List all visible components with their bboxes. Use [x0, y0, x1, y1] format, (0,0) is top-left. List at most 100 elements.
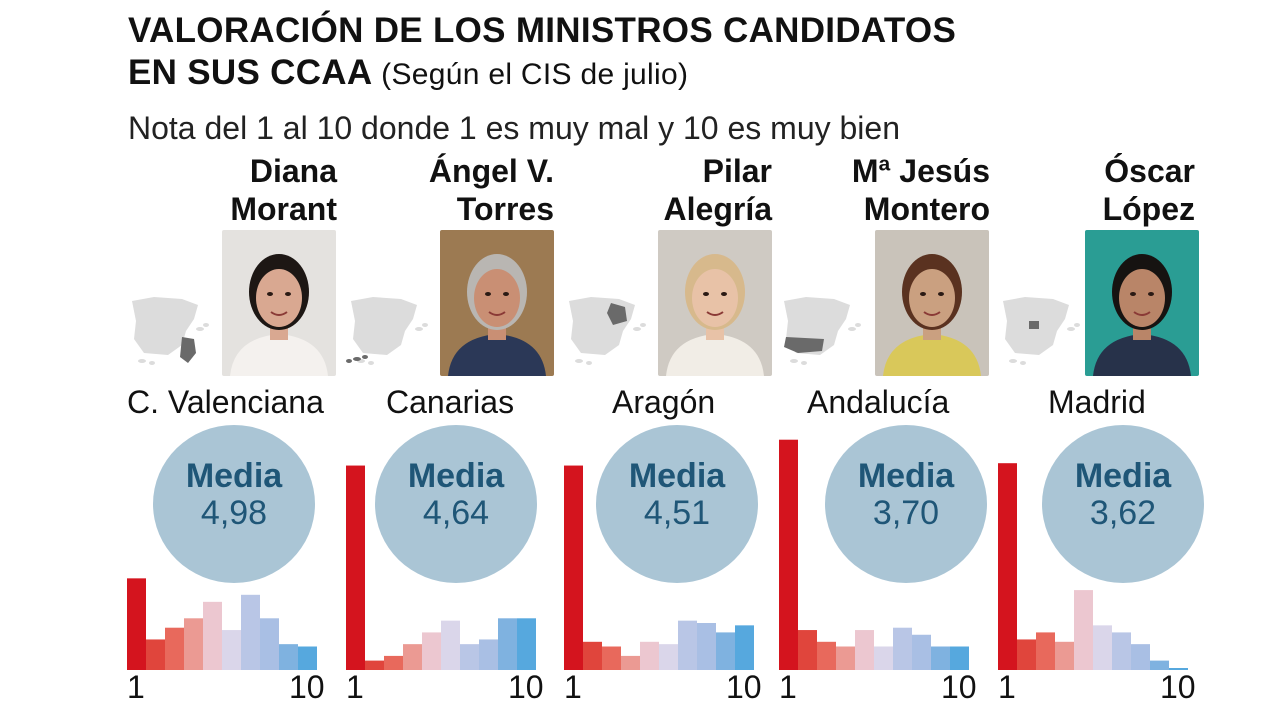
- axis-min-label: 1: [127, 669, 145, 705]
- candidate-name-line-2: Montero: [863, 191, 990, 227]
- histogram-bar-6: [222, 630, 241, 670]
- candidate-panel: Mª Jesús Montero Andalucía: [779, 150, 997, 720]
- title-line-2: EN SUS CCAA: [128, 53, 372, 92]
- candidate-panel: Ángel V. Torres Canarias: [346, 150, 564, 720]
- mean-value: 4,98: [200, 494, 268, 532]
- mean-bubble: Media 3,62: [1042, 425, 1204, 583]
- portrait-photo: [1085, 230, 1199, 376]
- histogram-bar-3: [817, 641, 836, 670]
- axis-max-label: 10: [508, 669, 544, 705]
- region-label: Andalucía: [807, 384, 950, 420]
- mean-label: Media: [628, 457, 726, 495]
- spain-map-icon: [1003, 297, 1080, 365]
- histogram-bar-2: [1017, 639, 1036, 670]
- histogram-bar-5: [855, 630, 874, 670]
- spain-map-icon: [132, 297, 209, 365]
- chart-title: VALORACIÓN DE LOS MINISTROS CANDIDATOS E…: [128, 10, 956, 96]
- candidate-name-line-1: Óscar: [1104, 153, 1195, 189]
- histogram-bar-4: [836, 646, 855, 670]
- axis-min-label: 1: [564, 669, 582, 705]
- region-label: Aragón: [612, 384, 716, 420]
- rating-histogram: [564, 465, 754, 670]
- candidate-name-line-1: Ángel V.: [428, 153, 554, 189]
- candidate-panel: Óscar López Madrid Me: [998, 150, 1216, 720]
- histogram-bar-8: [479, 639, 498, 670]
- spain-map-icon: [569, 297, 646, 365]
- axis-max-label: 10: [1160, 669, 1196, 705]
- histogram-bar-4: [621, 655, 640, 670]
- axis-min-label: 1: [998, 669, 1016, 705]
- histogram-bar-2: [146, 639, 165, 670]
- histogram-bar-2: [365, 660, 384, 670]
- portrait-photo: [222, 230, 336, 376]
- histogram-bar-9: [279, 644, 298, 670]
- mean-label: Media: [185, 457, 283, 495]
- mean-label: Media: [1074, 457, 1172, 495]
- region-label: Canarias: [386, 384, 515, 420]
- mean-label: Media: [407, 457, 505, 495]
- mean-value: 3,70: [872, 494, 940, 532]
- histogram-bar-8: [912, 634, 931, 670]
- rating-histogram: [346, 465, 536, 670]
- candidate-panel: Pilar Alegría Aragón: [564, 150, 782, 720]
- histogram-bar-3: [1036, 632, 1055, 670]
- candidate-name-line-2: Morant: [230, 191, 337, 227]
- histogram-bar-10: [298, 646, 317, 670]
- histogram-bar-5: [203, 601, 222, 670]
- axis-min-label: 1: [346, 669, 364, 705]
- mean-value: 4,64: [422, 494, 490, 532]
- candidate-name-line-1: Pilar: [702, 153, 772, 189]
- region-label: C. Valenciana: [127, 384, 324, 420]
- portrait-photo: [658, 230, 772, 376]
- histogram-bar-7: [893, 627, 912, 670]
- axis-max-label: 10: [941, 669, 977, 705]
- candidate-name-line-2: Alegría: [663, 191, 772, 227]
- histogram-bar-4: [403, 644, 422, 670]
- histogram-bar-4: [1055, 641, 1074, 670]
- portrait-photo: [875, 230, 989, 376]
- histogram-bar-8: [697, 623, 716, 670]
- histogram-bar-10: [517, 618, 536, 670]
- rating-histogram: [998, 463, 1188, 670]
- histogram-bar-8: [1131, 644, 1150, 670]
- histogram-bar-10: [735, 625, 754, 670]
- histogram-bar-1: [127, 578, 146, 670]
- histogram-bar-9: [931, 646, 950, 670]
- mean-value: 3,62: [1089, 494, 1157, 532]
- histogram-bar-6: [874, 646, 893, 670]
- mean-bubble: Media 4,98: [153, 425, 315, 583]
- histogram-bar-7: [460, 644, 479, 670]
- axis-min-label: 1: [779, 669, 797, 705]
- histogram-bar-3: [384, 655, 403, 670]
- chart-subtitle: Nota del 1 al 10 donde 1 es muy mal y 10…: [128, 110, 900, 146]
- candidate-name: Pilar Alegría: [664, 152, 772, 228]
- histogram-bar-5: [640, 641, 659, 670]
- histogram-bar-8: [260, 618, 279, 670]
- region-label: Madrid: [1048, 384, 1146, 420]
- histogram-bar-4: [184, 618, 203, 670]
- histogram-bar-2: [798, 630, 817, 670]
- histogram-bar-1: [779, 439, 798, 670]
- candidate-panel: Diana Morant C. Valenciana: [127, 150, 345, 720]
- portrait-photo: [440, 230, 554, 376]
- mean-bubble: Media 4,51: [596, 425, 758, 583]
- histogram-bar-1: [346, 465, 365, 670]
- histogram-bar-7: [678, 620, 697, 670]
- title-line-1: VALORACIÓN DE LOS MINISTROS CANDIDATOS: [128, 11, 957, 50]
- spain-map-icon: [346, 297, 428, 365]
- candidate-name-line-1: Mª Jesús: [851, 153, 990, 189]
- histogram-bar-3: [602, 646, 621, 670]
- histogram-bar-3: [165, 627, 184, 670]
- rating-histogram: [127, 578, 317, 670]
- histogram-bar-1: [564, 465, 583, 670]
- spain-map-icon: [784, 297, 861, 365]
- histogram-bar-6: [1093, 625, 1112, 670]
- histogram-bar-2: [583, 641, 602, 670]
- mean-label: Media: [857, 457, 955, 495]
- histogram-bar-1: [998, 463, 1017, 670]
- histogram-bar-6: [441, 620, 460, 670]
- candidate-name: Diana Morant: [230, 152, 337, 228]
- candidate-name-line-2: Torres: [456, 191, 554, 227]
- mean-bubble: Media 4,64: [375, 425, 537, 583]
- histogram-bar-5: [1074, 590, 1093, 670]
